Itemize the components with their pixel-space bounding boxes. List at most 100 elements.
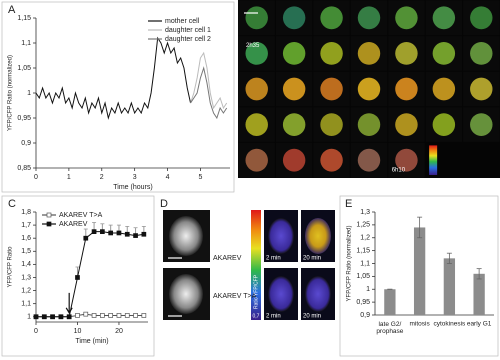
- panel-label: D: [160, 198, 168, 210]
- cell: [432, 113, 456, 136]
- time-label: 20 min: [303, 256, 321, 262]
- image-row-label: AKAREV: [213, 255, 242, 262]
- series-line: [190, 66, 228, 120]
- x-tick-label: cytokinesis: [433, 321, 466, 328]
- series-line: [36, 231, 144, 318]
- y-tick-label: 1,1: [21, 40, 31, 47]
- data-point: [116, 313, 122, 318]
- y-axis-label: YFP/CFP Ratio (normalized): [347, 226, 353, 302]
- cell: [395, 113, 418, 136]
- data-point: [124, 231, 130, 237]
- y-tick-label: 1,2: [21, 287, 31, 294]
- data-point: [116, 230, 122, 236]
- y-tick-label: 1,15: [17, 15, 31, 22]
- time-label: 2h35: [246, 43, 260, 49]
- colorbar: [429, 145, 438, 175]
- legend-label: mother cell: [165, 18, 200, 25]
- x-tick-label: 0: [34, 174, 38, 181]
- data-point: [33, 314, 39, 320]
- cell: [245, 6, 268, 30]
- data-point: [91, 229, 97, 234]
- cell: [395, 77, 418, 101]
- x-tick-label: late G2/prophase: [376, 321, 403, 335]
- y-tick-label: 1,6: [21, 235, 31, 242]
- cell: [357, 113, 381, 136]
- data-point: [133, 233, 138, 238]
- cell: [320, 42, 343, 65]
- legend-label: AKAREV T>A: [59, 212, 103, 219]
- x-tick-label: 5: [198, 174, 202, 181]
- data-point: [100, 229, 105, 234]
- cell: [282, 148, 306, 172]
- data-point: [108, 230, 114, 236]
- data-point: [141, 231, 147, 237]
- x-tick-label: 0: [34, 328, 38, 335]
- series-line: [190, 51, 228, 110]
- cell: [470, 42, 493, 65]
- y-tick-label: 1: [27, 314, 31, 321]
- cell: [357, 42, 381, 65]
- y-tick-label: 1,4: [21, 261, 31, 268]
- legend-marker: [46, 221, 52, 227]
- cell: [432, 77, 456, 101]
- colorbar-min: 0,7: [253, 313, 260, 319]
- cell: [357, 77, 381, 101]
- x-tick-label: 20: [115, 328, 123, 335]
- data-point: [66, 314, 72, 320]
- data-point: [50, 314, 55, 320]
- colorbar-title: Ratio YFP/CFP: [253, 274, 259, 309]
- data-point: [91, 313, 97, 318]
- cell: [320, 113, 343, 136]
- cell: [320, 77, 343, 101]
- legend-label: daughter cell 1: [165, 27, 211, 34]
- cell: [470, 6, 493, 30]
- x-axis-label: Time (hours): [113, 184, 152, 191]
- panel-label: C: [8, 198, 16, 210]
- cell: [245, 148, 268, 172]
- y-tick-label: 0,95: [356, 299, 370, 306]
- y-tick-label: 1: [27, 90, 31, 97]
- y-tick-label: 1,8: [21, 209, 31, 216]
- y-tick-label: 1,3: [360, 209, 370, 216]
- cell: [357, 148, 381, 172]
- cell: [245, 77, 268, 101]
- x-tick-label: 2: [100, 174, 104, 181]
- cell: [395, 6, 418, 30]
- panel-frame: [1, 1, 235, 193]
- y-tick-label: 1,1: [360, 260, 370, 267]
- y-tick-label: 1,05: [17, 65, 31, 72]
- y-axis-label: YFP/CFP Ratio (normalized): [8, 55, 14, 131]
- time-label: 2 min: [266, 256, 281, 262]
- data-point: [41, 314, 47, 320]
- y-tick-label: 1: [366, 286, 370, 293]
- bar: [443, 258, 456, 315]
- data-point: [83, 311, 89, 317]
- data-point: [141, 313, 147, 318]
- cell: [245, 113, 268, 136]
- cell: [395, 42, 418, 65]
- data-point: [58, 314, 64, 320]
- y-tick-label: 1,15: [356, 247, 370, 254]
- image-row-label: AKAREV T>A: [213, 293, 257, 300]
- x-tick-label: 4: [166, 174, 170, 181]
- y-tick-label: 1,2: [360, 235, 370, 242]
- panel-frame: [339, 195, 499, 357]
- cell: [245, 42, 268, 65]
- data-point: [108, 313, 114, 318]
- y-tick-label: 0,85: [17, 165, 31, 172]
- cell: [357, 6, 381, 30]
- data-point: [100, 313, 105, 318]
- y-tick-label: 1,5: [21, 248, 31, 255]
- cell: [282, 6, 306, 30]
- cell: [320, 148, 343, 172]
- cell: [432, 6, 456, 30]
- cell: [395, 148, 418, 172]
- y-tick-label: 0,9: [360, 312, 370, 319]
- data-point: [75, 275, 80, 280]
- x-axis-label: Time (min): [75, 338, 108, 345]
- x-tick-label: early G1: [467, 321, 492, 328]
- y-tick-label: 1,3: [21, 274, 31, 281]
- y-tick-label: 1,25: [356, 222, 370, 229]
- cell: [320, 6, 343, 30]
- y-tick-label: 0,9: [21, 140, 31, 147]
